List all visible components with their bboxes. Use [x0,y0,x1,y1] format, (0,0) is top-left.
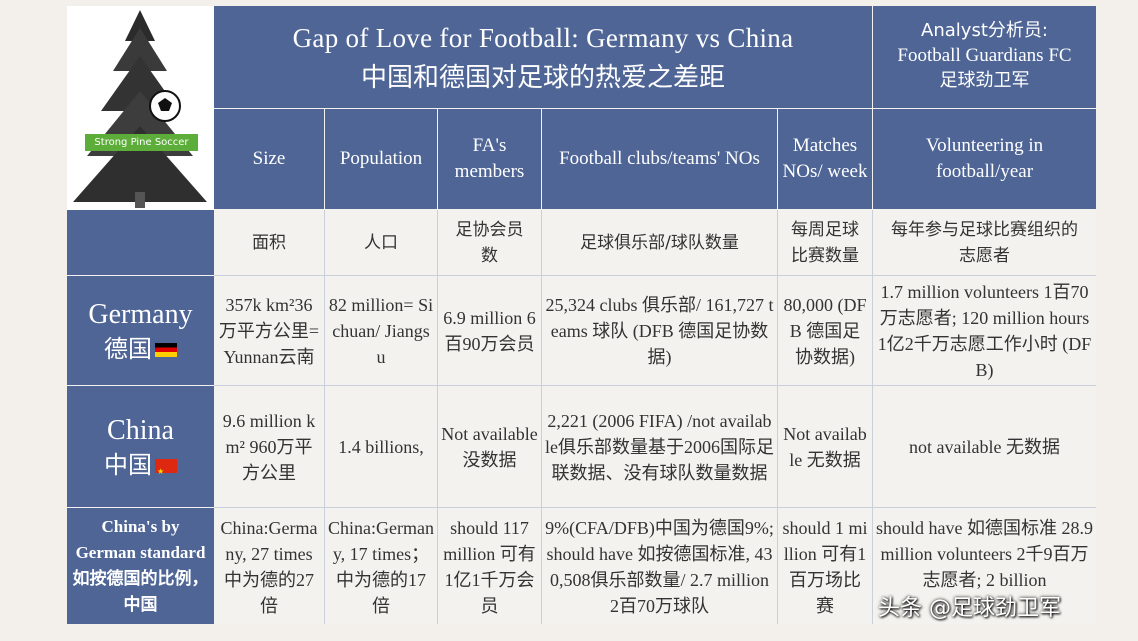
china-population: 1.4 billions, [338,436,424,457]
column-header-population: Population [325,109,437,209]
column-header-clubs: Football clubs/teams' NOs [542,109,777,209]
germany-population: 82 million= Sichuan/ Jiangsu [328,294,434,367]
cn-header-clubs: 足球俱乐部/球队数量 [580,232,739,253]
germany-clubs: 25,324 clubs 俱乐部/ 161,727 teams 球队 (DFB … [545,294,774,367]
grid-line [324,210,325,624]
cn-header-population: 人口 [364,232,398,253]
logo-text: Strong Pine Soccer [85,134,198,151]
row-label-china-zh-wrap: 中国 [104,449,177,488]
row-label-germany-zh: 德国 [104,334,152,363]
analyst-club-zh: 足球劲卫军 [939,70,1030,91]
comparison-size: China:Germany, 27 times 中为德的27倍 [220,518,318,616]
column-header-volunteering: Volunteering in football/year [873,109,1096,209]
germany-matches: 80,000 (DFB 德国足协数据) [783,294,867,367]
watermark: 头条 @足球劲卫军 [878,596,1061,621]
comparison-population: China:Germany, 17 times；中为德的17倍 [328,518,434,616]
row-label-china-zh: 中国 [104,450,152,479]
analyst-club-en: Football Guardians FC [897,45,1072,66]
china-clubs: 2,221 (2006 FIFA) /not available俱乐部数量基于2… [545,410,774,483]
germany-fa-members: 6.9 million 6百90万会员 [443,307,536,354]
cn-header-matches: 每周足球比赛数量 [791,219,859,266]
analyst-label: Analyst分析员: [921,20,1048,41]
column-header-size: Size [214,109,324,209]
row-label-comparison: China's by German standard如按德国的比例，中国 [72,517,209,614]
cn-header-size: 面积 [252,232,286,253]
title-banner: Gap of Love for Football: Germany vs Chi… [214,6,872,108]
title-chinese: 中国和德国对足球的热爱之差距 [360,63,725,93]
grid-line [541,210,542,624]
comparison-matches: should 1 million 可有1百万场比赛 [782,518,868,616]
row-label-germany-en: Germany [88,298,193,330]
grid-line [437,210,438,624]
grid-line [214,507,1096,508]
column-header-fa-members: FA's members [438,109,541,209]
comparison-clubs: 9%(CFA/DFB)中国为德国9%; should have 如按德国标准, … [545,518,774,616]
comparison-volunteering: should have 如德国标准 28.9 million volunteer… [876,518,1093,590]
row-label-germany-zh-wrap: 德国 [104,333,177,365]
title-english: Gap of Love for Football: Germany vs Chi… [292,23,794,53]
germany-size: 357k km²36万平方公里=Yunnan云南 [218,294,320,367]
germany-volunteering: 1.7 million volunteers 1百70万志愿者; 120 mil… [877,281,1092,380]
pine-tree-icon [73,10,207,208]
column-header-matches: Matches NOs/ week [778,109,872,209]
row-header-germany: Germany 德国 [67,276,214,385]
row-label-china-en: China [107,414,174,446]
row-header-blank [67,210,214,275]
cn-header-fa-members: 足协会员数 [455,219,524,266]
analyst-box: Analyst分析员: Football Guardians FC 足球劲卫军 [873,6,1096,108]
comparison-fa-members: should 117 million 可有1亿1千万会员 [443,518,536,616]
grid-line [214,275,1096,276]
cn-header-volunteering: 每年参与足球比赛组织的志愿者 [891,219,1078,266]
row-header-comparison: China's by German standard如按德国的比例，中国 [67,508,214,624]
grid-line [214,385,1096,386]
germany-flag-icon [155,342,177,357]
china-size: 9.6 million km² 960万平方公里 [222,410,316,483]
china-fa-members: Not available 没数据 [441,423,538,470]
china-flag-icon [155,456,177,488]
logo: Strong Pine Soccer [67,6,214,210]
row-header-china: China 中国 [67,386,214,507]
grid-line [872,210,873,624]
china-matches: Not available 无数据 [783,423,867,470]
grid-line [777,210,778,624]
china-volunteering: not available 无数据 [909,436,1060,457]
